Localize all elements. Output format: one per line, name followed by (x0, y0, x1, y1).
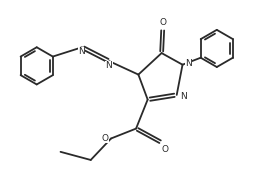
Text: O: O (102, 134, 109, 143)
Text: N: N (185, 59, 192, 68)
Text: O: O (162, 145, 169, 154)
Text: N: N (105, 61, 112, 70)
Text: N: N (78, 47, 85, 56)
Text: N: N (180, 92, 187, 101)
Text: O: O (159, 18, 166, 27)
